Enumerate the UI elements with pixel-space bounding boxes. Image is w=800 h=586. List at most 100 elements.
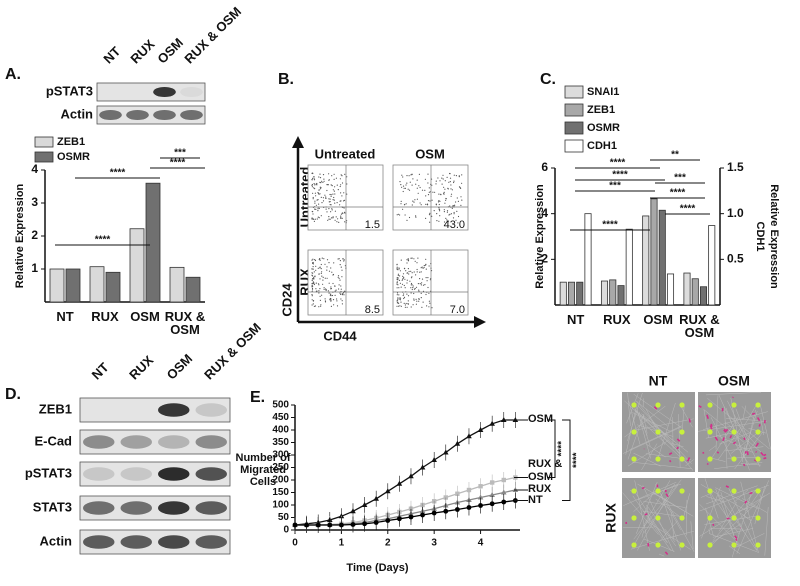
- bar: [584, 213, 592, 306]
- flow-dot: [401, 174, 403, 176]
- blot-strip: [96, 105, 206, 125]
- flow-dot: [414, 260, 416, 262]
- flow-dot: [406, 262, 408, 264]
- texture: [646, 443, 666, 458]
- start-point: [731, 542, 737, 548]
- flow-dot: [334, 294, 336, 296]
- flow-dot: [416, 262, 418, 264]
- flow-dot: [396, 283, 398, 285]
- flow-plot: [307, 249, 384, 316]
- flow-dot: [327, 184, 329, 186]
- flow-dot: [314, 208, 316, 210]
- flow-dot: [336, 184, 338, 186]
- flow-dot: [324, 298, 326, 300]
- flow-dot: [458, 176, 460, 178]
- flow-dot: [435, 183, 437, 185]
- flow-dot: [437, 177, 439, 179]
- cell-track: [698, 405, 702, 409]
- flow-dot: [438, 208, 440, 210]
- flow-dot: [397, 213, 399, 215]
- texture: [685, 459, 694, 467]
- flow-dot: [396, 278, 398, 281]
- x-tick-label: 2: [385, 538, 391, 549]
- blot-band: [195, 467, 227, 481]
- start-point: [755, 402, 761, 408]
- start-point: [679, 429, 685, 435]
- point: [396, 516, 402, 522]
- flow-dot: [326, 211, 328, 213]
- texture: [735, 408, 750, 442]
- bar: [567, 281, 576, 306]
- cell-track: [710, 423, 713, 427]
- flow-dot: [415, 215, 417, 217]
- x-tick-label-box: OSM: [130, 310, 160, 323]
- flow-dot: [337, 276, 339, 278]
- flow-dot: [337, 218, 339, 220]
- y2-tick-label: 1.0: [727, 206, 744, 220]
- flow-dot: [318, 207, 320, 209]
- flow-dot: [314, 200, 316, 202]
- flow-dot: [451, 189, 453, 191]
- flow-dot: [397, 297, 399, 299]
- flow-dot: [327, 219, 329, 221]
- flow-dot: [438, 193, 440, 195]
- flow-dot: [427, 200, 430, 202]
- flow-dot: [425, 195, 427, 197]
- flow-dot: [444, 180, 446, 182]
- flow-dot: [403, 284, 405, 287]
- point: [408, 514, 414, 520]
- bar: [625, 228, 633, 306]
- flow-dot: [343, 200, 345, 202]
- flow-dot: [399, 282, 401, 284]
- flow-dot: [410, 174, 412, 176]
- flow-dot: [421, 189, 424, 191]
- cell-track: [676, 438, 681, 442]
- texture: [724, 446, 764, 452]
- flow-dot: [445, 217, 447, 219]
- significance-label: ****: [610, 158, 626, 169]
- significance-label: ****: [612, 170, 628, 181]
- point: [315, 522, 321, 528]
- flow-dot: [455, 219, 457, 221]
- flow-dot: [332, 282, 334, 285]
- flow-dot: [324, 277, 326, 279]
- texture: [727, 400, 761, 467]
- flow-dot: [404, 278, 406, 280]
- flow-dot: [341, 294, 344, 296]
- legend-label: OSMR: [57, 151, 90, 163]
- flow-dot: [427, 173, 429, 175]
- flow-dot: [340, 288, 342, 290]
- flow-dot: [406, 279, 408, 281]
- start-point: [707, 456, 713, 462]
- point: [454, 507, 460, 512]
- flow-dot: [400, 259, 402, 261]
- flow-dot: [319, 295, 321, 297]
- flow-dot: [408, 270, 410, 273]
- flow-dot: [322, 200, 325, 202]
- flow-dot: [418, 173, 420, 175]
- cell-track: [763, 453, 767, 457]
- texture: [682, 493, 690, 520]
- flow-dot: [443, 191, 445, 193]
- flow-dot: [339, 292, 341, 294]
- flow-dot: [313, 218, 315, 220]
- y-tick-label: 450: [272, 412, 289, 423]
- point: [501, 499, 507, 505]
- significance-label: ****: [557, 441, 568, 457]
- texture: [622, 526, 654, 528]
- flow-dot: [311, 283, 313, 285]
- texture: [708, 490, 740, 535]
- flow-dot: [336, 300, 338, 302]
- flow-dot: [316, 184, 318, 186]
- flow-dot: [323, 258, 325, 260]
- flow-dot: [343, 259, 345, 261]
- flow-dot: [311, 279, 313, 281]
- flow-dot: [318, 273, 320, 275]
- flow-dot: [338, 277, 340, 279]
- flow-dot: [325, 197, 327, 199]
- flow-dot: [396, 287, 398, 289]
- arrow-head: [292, 136, 304, 148]
- flow-dot: [405, 270, 407, 272]
- flow-dot: [318, 176, 320, 178]
- flow-dot: [320, 305, 322, 307]
